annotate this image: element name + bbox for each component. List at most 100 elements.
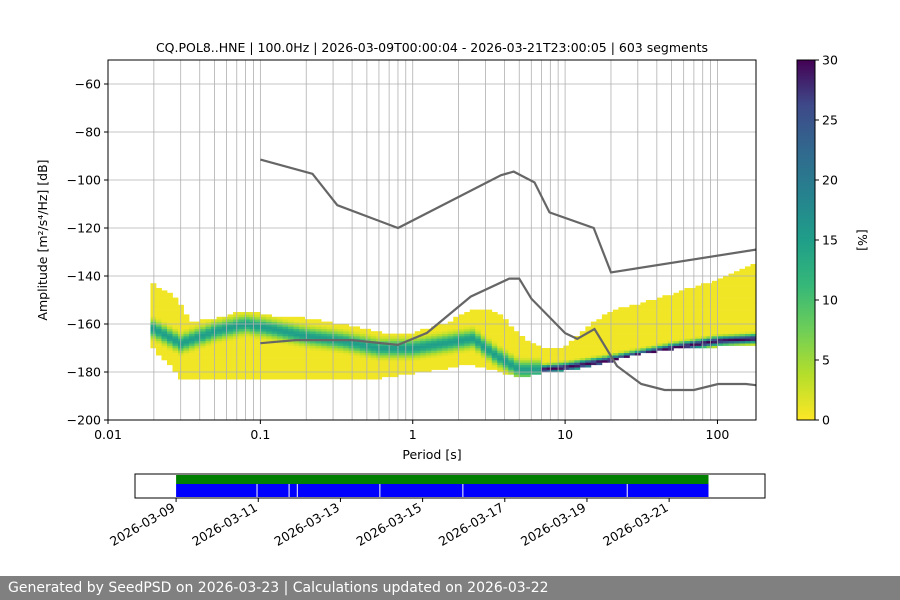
heatmap-cell [222, 352, 228, 356]
heatmap-cell [475, 328, 482, 332]
heatmap-cell [480, 324, 487, 327]
heatmap-cell [260, 348, 267, 351]
heatmap-cell [266, 324, 272, 327]
heatmap-cell [161, 314, 168, 318]
heatmap-cell [574, 362, 581, 366]
heatmap-cell [299, 345, 305, 349]
heatmap-cell [183, 314, 190, 318]
heatmap-cell [249, 364, 256, 368]
heatmap-cell [557, 369, 564, 373]
heatmap-cell [370, 336, 377, 339]
heatmap-cell [194, 348, 201, 351]
heatmap-cell [420, 367, 427, 370]
heatmap-cell [172, 312, 179, 315]
heatmap-cell [150, 302, 157, 306]
heatmap-cell [172, 321, 179, 325]
heatmap-cell [458, 316, 465, 320]
heatmap-cell [711, 324, 718, 327]
heatmap-cell [590, 352, 597, 356]
heatmap-cell [695, 290, 702, 294]
heatmap-cell [623, 326, 630, 330]
heatmap-cell [370, 376, 377, 380]
heatmap-cell [447, 345, 454, 349]
heatmap-cell [733, 302, 740, 306]
heatmap-cell [150, 292, 157, 296]
heatmap-cell [249, 376, 256, 380]
heatmap-cell [750, 280, 756, 284]
heatmap-cell [304, 333, 311, 337]
heatmap-cell [409, 360, 416, 363]
heatmap-cell [535, 357, 542, 361]
heatmap-cell [365, 367, 372, 370]
heatmap-cell [365, 343, 372, 346]
heatmap-cell [288, 319, 294, 322]
heatmap-cell [425, 340, 432, 344]
heatmap-cell [200, 326, 206, 330]
heatmap-cell [585, 355, 592, 358]
heatmap-cell [354, 350, 361, 354]
heatmap-cell [359, 333, 366, 337]
heatmap-cell [486, 333, 493, 337]
heatmap-cell [227, 331, 234, 334]
heatmap-cell [673, 338, 680, 342]
heatmap-cell [200, 355, 206, 358]
heatmap-cell [475, 321, 482, 325]
heatmap-cell [321, 340, 328, 344]
heatmap-cell [535, 345, 542, 349]
heatmap-cell [739, 276, 746, 279]
heatmap-cell [524, 350, 531, 354]
heatmap-cell [233, 360, 239, 363]
heatmap-cell [420, 369, 427, 373]
heatmap-cell [189, 331, 195, 334]
heatmap-cell [277, 333, 283, 337]
heatmap-cell [695, 307, 702, 310]
heatmap-cell [233, 316, 239, 320]
heatmap-cell [211, 331, 217, 334]
heatmap-cell [700, 316, 707, 320]
heatmap-cell [497, 324, 504, 327]
heatmap-cell [667, 304, 674, 308]
heatmap-cell [271, 331, 278, 334]
heatmap-cell [255, 357, 261, 361]
heatmap-cell [343, 372, 350, 375]
heatmap-cell [678, 333, 685, 337]
low-noise-model-line [260, 277, 756, 392]
heatmap-cell [508, 331, 515, 334]
heatmap-cell [684, 288, 691, 291]
heatmap-cell [189, 372, 195, 375]
heatmap-cell [574, 367, 581, 370]
heatmap-cell [166, 312, 173, 315]
heatmap-cell [293, 374, 300, 378]
heatmap-cell [469, 343, 476, 346]
heatmap-cell [623, 338, 630, 342]
coverage-bar [176, 475, 709, 484]
heatmap-cell [447, 364, 454, 368]
heatmap-cell [673, 328, 680, 332]
heatmap-cell [321, 336, 328, 339]
heatmap-cell [442, 360, 449, 363]
heatmap-cell [513, 340, 520, 344]
heatmap-cell [667, 340, 674, 344]
heatmap-cell [689, 302, 696, 306]
heatmap-cell [568, 360, 575, 363]
heatmap-cell [244, 364, 250, 368]
heatmap-cell [750, 321, 756, 325]
plot-grid [107, 60, 756, 421]
heatmap-cell [508, 367, 515, 370]
y-tick-label: −200 [67, 413, 101, 428]
heatmap-cell [304, 362, 311, 366]
heatmap-cell [183, 340, 190, 344]
heatmap-cell [321, 331, 328, 334]
heatmap-cell [667, 336, 674, 339]
heatmap-cell [332, 326, 339, 330]
heatmap-cell [464, 321, 471, 325]
heatmap-cell [689, 338, 696, 342]
heatmap-cell [464, 319, 471, 322]
heatmap-cell [717, 333, 724, 337]
colorbar-tick-label: 10 [822, 293, 838, 308]
heatmap-cell [381, 364, 388, 368]
heatmap-cell [601, 357, 608, 361]
heatmap-cell [524, 374, 531, 378]
heatmap-cell [310, 328, 317, 332]
heatmap-cell [662, 343, 669, 346]
